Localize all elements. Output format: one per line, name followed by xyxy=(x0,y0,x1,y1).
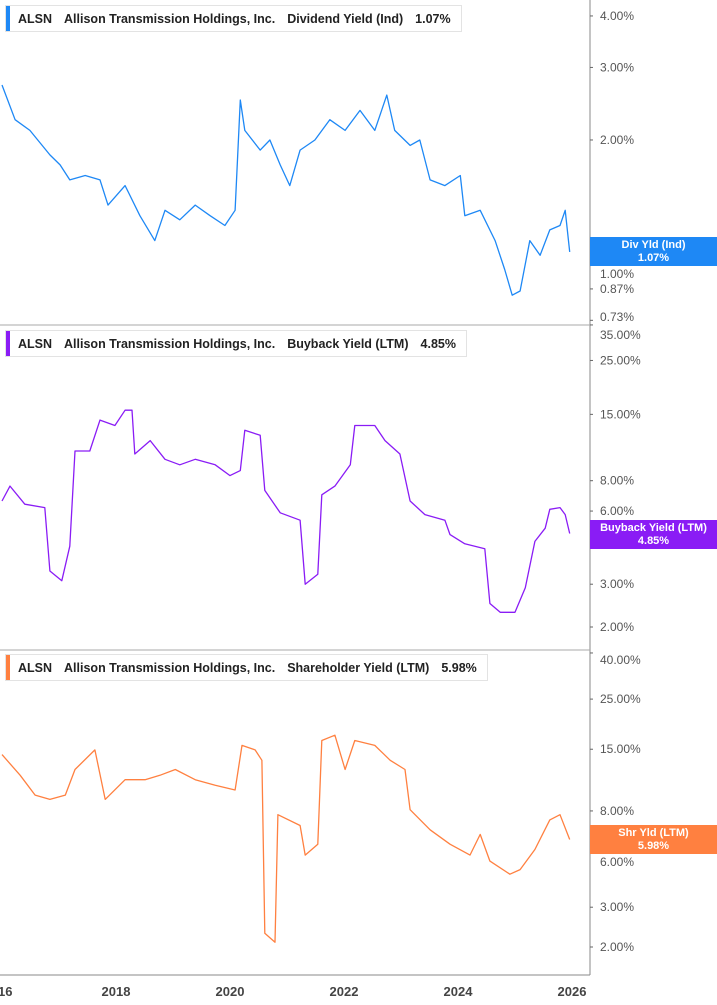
legend-company: Allison Transmission Holdings, Inc. xyxy=(64,336,276,351)
badge-value: 4.85% xyxy=(637,535,670,547)
badge-label: Buyback Yield (LTM) xyxy=(600,522,707,534)
y-tick-label: 3.00% xyxy=(600,60,634,74)
y-tick-label: 1.00% xyxy=(600,267,634,281)
legend-value: 4.85% xyxy=(420,336,456,351)
y-tick-label: 40.00% xyxy=(600,653,641,667)
y-tick-label: 0.87% xyxy=(600,282,634,296)
y-tick-label: 25.00% xyxy=(600,692,641,706)
legend-dividend-yield: ALSN Allison Transmission Holdings, Inc.… xyxy=(5,5,462,32)
y-tick-label: 8.00% xyxy=(600,474,634,488)
y-tick-label: 3.00% xyxy=(600,577,634,591)
y-tick-label: 0.73% xyxy=(600,310,634,324)
x-tick-label: 2018 xyxy=(102,984,131,999)
legend-color-swatch xyxy=(6,655,10,680)
badge-value: 1.07% xyxy=(637,252,670,264)
badge-shareholder-yield: Shr Yld (LTM) 5.98% xyxy=(590,825,717,854)
x-tick-label: 2020 xyxy=(216,984,245,999)
y-tick-label: 35.00% xyxy=(600,328,641,342)
legend-value: 1.07% xyxy=(415,11,451,26)
y-tick-label: 25.00% xyxy=(600,353,641,367)
dividend-yield-line xyxy=(1,84,571,296)
badge-dividend-yield: Div Yld (Ind) 1.07% xyxy=(590,237,717,266)
y-tick-label: 6.00% xyxy=(600,504,634,518)
shareholder-yield-line xyxy=(1,734,571,943)
legend-value: 5.98% xyxy=(441,660,477,675)
legend-ticker: ALSN xyxy=(18,336,53,351)
buyback-yield-line xyxy=(1,409,571,613)
badge-value: 5.98% xyxy=(637,840,670,852)
legend-metric: Buyback Yield (LTM) xyxy=(287,336,409,351)
y-tick-label: 3.00% xyxy=(600,900,634,914)
y-tick-label: 8.00% xyxy=(600,804,634,818)
legend-ticker: ALSN xyxy=(18,11,53,26)
y-tick-label: 2.00% xyxy=(600,133,634,147)
y-tick-label: 15.00% xyxy=(600,407,641,421)
legend-company: Allison Transmission Holdings, Inc. xyxy=(64,11,276,26)
x-tick-label: 2026 xyxy=(558,984,587,999)
badge-buyback-yield: Buyback Yield (LTM) 4.85% xyxy=(590,520,717,549)
badge-label: Shr Yld (LTM) xyxy=(618,827,689,839)
legend-color-swatch xyxy=(6,6,10,31)
y-tick-label: 2.00% xyxy=(600,620,634,634)
x-tick-label: 2024 xyxy=(444,984,474,999)
legend-company: Allison Transmission Holdings, Inc. xyxy=(64,660,276,675)
legend-ticker: ALSN xyxy=(18,660,53,675)
y-tick-label: 2.00% xyxy=(600,940,634,954)
badge-label: Div Yld (Ind) xyxy=(621,239,686,251)
y-tick-label: 6.00% xyxy=(600,855,634,869)
x-tick-label: 2022 xyxy=(330,984,359,999)
legend-color-swatch xyxy=(6,331,10,356)
legend-metric: Dividend Yield (Ind) xyxy=(287,11,404,26)
y-tick-label: 4.00% xyxy=(600,9,634,23)
y-tick-label: 15.00% xyxy=(600,742,641,756)
x-tick-label: 16 xyxy=(0,984,12,999)
legend-buyback-yield: ALSN Allison Transmission Holdings, Inc.… xyxy=(5,330,467,357)
legend-metric: Shareholder Yield (LTM) xyxy=(287,660,430,675)
legend-shareholder-yield: ALSN Allison Transmission Holdings, Inc.… xyxy=(5,654,488,681)
